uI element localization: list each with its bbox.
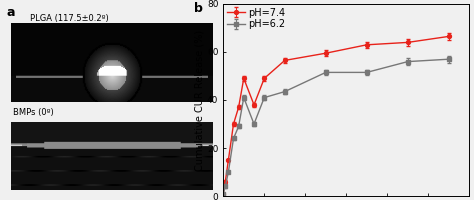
Text: PLGA (117.5±0.2º): PLGA (117.5±0.2º) [30, 14, 109, 23]
Legend: pH=7.4, pH=6.2: pH=7.4, pH=6.2 [226, 7, 287, 30]
Text: b: b [194, 2, 202, 15]
Text: BMPs (0º): BMPs (0º) [13, 108, 54, 117]
Y-axis label: Cumulative CUR Release (%): Cumulative CUR Release (%) [194, 29, 204, 171]
Text: a: a [7, 6, 15, 19]
